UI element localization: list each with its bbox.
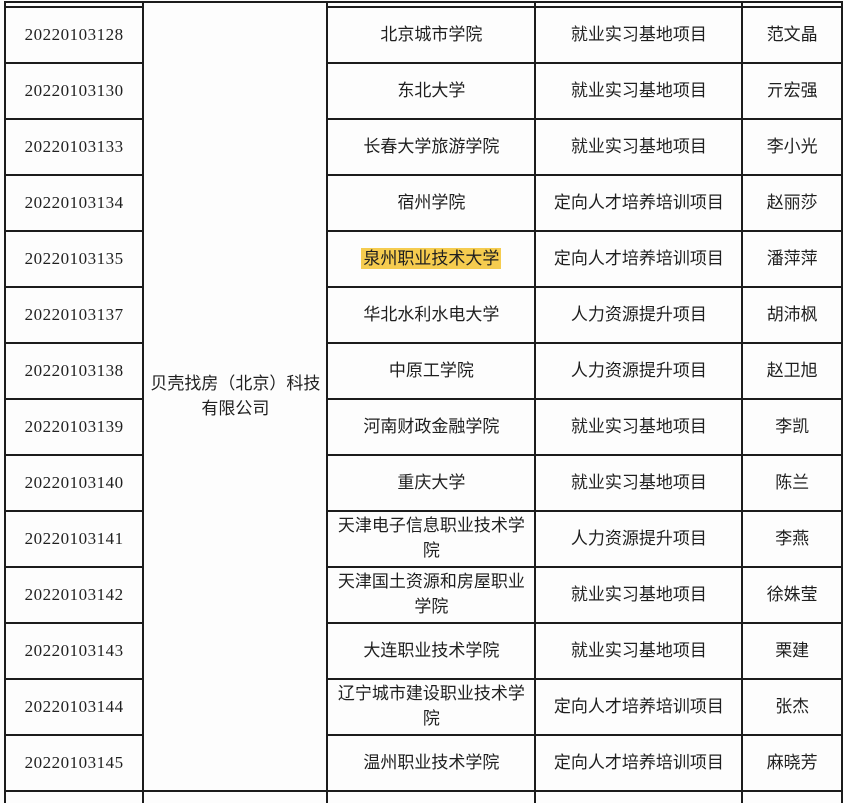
cell-contact: 赵丽莎: [741, 174, 843, 232]
cell-contact: 亓宏强: [741, 62, 843, 120]
table-row: 20220103144 辽宁城市建设职业技术学院 定向人才培养培训项目 张杰: [3, 678, 843, 736]
approval-table: 贝壳找房（北京）科技有限公司 20220103128 北京城市学院 就业实习基地项目…: [3, 1, 843, 803]
cell-contact: 李燕: [741, 510, 843, 568]
table-row: 20220103143 大连职业技术学院 就业实习基地项目 栗建: [3, 622, 843, 680]
table-row: 20220103137 华北水利水电大学 人力资源提升项目 胡沛枫: [3, 286, 843, 344]
cell-school: 温州职业技术学院: [326, 734, 537, 792]
cell-project: 定向人才培养培训项目: [534, 678, 744, 736]
cell-school: 河南财政金融学院: [326, 398, 537, 456]
cell-contact: [741, 790, 843, 803]
cell-id: 20220103128: [3, 6, 145, 64]
cell-project: 就业实习基地项目: [534, 62, 744, 120]
cell-school: 天津国土资源和房屋职业学院: [326, 566, 537, 624]
cell-project: 定向人才培养培训项目: [534, 174, 744, 232]
cell-id: 20220103145: [3, 734, 145, 792]
table-row: 20220103130 东北大学 就业实习基地项目 亓宏强: [3, 62, 843, 120]
table-row: 20220103135 泉州职业技术大学 定向人才培养培训项目 潘萍萍: [3, 230, 843, 288]
cell-id: 20220103144: [3, 678, 145, 736]
cell-contact: 陈兰: [741, 454, 843, 512]
cell-school: 泉州职业技术大学: [326, 230, 537, 288]
cell-project: [534, 790, 744, 803]
cell-school: 宿州学院: [326, 174, 537, 232]
cell-project: 就业实习基地项目: [534, 454, 744, 512]
cell-contact: 范文晶: [741, 6, 843, 64]
cell-school: 长春大学旅游学院: [326, 118, 537, 176]
highlighted-school: 泉州职业技术大学: [361, 247, 502, 269]
cell-project: 定向人才培养培训项目: [534, 230, 744, 288]
cell-school: 重庆大学: [326, 454, 537, 512]
cell-school: 辽宁城市建设职业技术学院: [326, 678, 537, 736]
cell-id: 20220103141: [3, 510, 145, 568]
cell-id: 20220103140: [3, 454, 145, 512]
cell-project: 就业实习基地项目: [534, 398, 744, 456]
cell-project: 人力资源提升项目: [534, 286, 744, 344]
cell-id: 20220103133: [3, 118, 145, 176]
cell-school: 天津电子信息职业技术学院: [326, 510, 537, 568]
cell-id: [3, 790, 145, 803]
cell-id: 20220103130: [3, 62, 145, 120]
cell-contact: 徐姝莹: [741, 566, 843, 624]
cell-project: [534, 1, 744, 8]
cell-school: 大连职业技术学院: [326, 622, 537, 680]
cell-project: 就业实习基地项目: [534, 622, 744, 680]
cell-id: 20220103142: [3, 566, 145, 624]
table-row: 20220103134 宿州学院 定向人才培养培训项目 赵丽莎: [3, 174, 843, 232]
cell-project: 人力资源提升项目: [534, 510, 744, 568]
cell-contact: 胡沛枫: [741, 286, 843, 344]
cell-school: [326, 1, 537, 8]
cell-project: 定向人才培养培训项目: [534, 734, 744, 792]
cell-id: 20220103138: [3, 342, 145, 400]
cell-id: 20220103134: [3, 174, 145, 232]
cell-school: 东北大学: [326, 62, 537, 120]
cell-project: 就业实习基地项目: [534, 566, 744, 624]
cell-contact: 张杰: [741, 678, 843, 736]
cell-company: [142, 790, 329, 803]
table-row: 20220103133 长春大学旅游学院 就业实习基地项目 李小光: [3, 118, 843, 176]
cell-id: 20220103135: [3, 230, 145, 288]
partial-row-top: 贝壳找房（北京）科技有限公司: [3, 1, 843, 792]
partial-row-bottom: [3, 790, 843, 803]
cell-project: 人力资源提升项目: [534, 342, 744, 400]
cell-contact: 栗建: [741, 622, 843, 680]
cell-contact: 赵卫旭: [741, 342, 843, 400]
cell-id: 20220103137: [3, 286, 145, 344]
cell-contact: 李凯: [741, 398, 843, 456]
cell-contact: 麻晓芳: [741, 734, 843, 792]
table-row: 20220103140 重庆大学 就业实习基地项目 陈兰: [3, 454, 843, 512]
table-row: 20220103142 天津国土资源和房屋职业学院 就业实习基地项目 徐姝莹: [3, 566, 843, 624]
cell-id: 20220103139: [3, 398, 145, 456]
cell-contact: 潘萍萍: [741, 230, 843, 288]
cell-project: 就业实习基地项目: [534, 6, 744, 64]
cell-contact: [741, 1, 843, 8]
table-row: 20220103145 温州职业技术学院 定向人才培养培训项目 麻晓芳: [3, 734, 843, 792]
cell-school: 中原工学院: [326, 342, 537, 400]
cell-school: 华北水利水电大学: [326, 286, 537, 344]
table-row: 20220103141 天津电子信息职业技术学院 人力资源提升项目 李燕: [3, 510, 843, 568]
cell-contact: 李小光: [741, 118, 843, 176]
cell-id: 20220103143: [3, 622, 145, 680]
cell-id: [3, 1, 145, 8]
cell-school: [326, 790, 537, 803]
table-row: 20220103139 河南财政金融学院 就业实习基地项目 李凯: [3, 398, 843, 456]
cell-company: 贝壳找房（北京）科技有限公司: [142, 1, 329, 792]
cell-school: 北京城市学院: [326, 6, 537, 64]
table-row: 20220103138 中原工学院 人力资源提升项目 赵卫旭: [3, 342, 843, 400]
cell-project: 就业实习基地项目: [534, 118, 744, 176]
table-body: 贝壳找房（北京）科技有限公司 20220103128 北京城市学院 就业实习基地项目…: [3, 1, 843, 803]
table-row: 20220103128 北京城市学院 就业实习基地项目 范文晶: [3, 6, 843, 64]
